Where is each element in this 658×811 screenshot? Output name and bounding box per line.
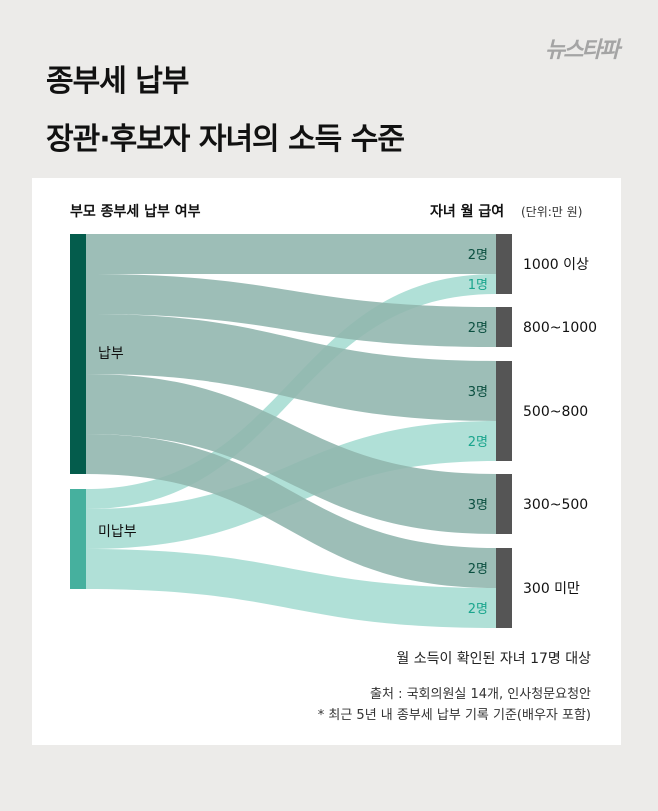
flow-4 [86, 421, 496, 549]
flow-label-7: 2명 [468, 602, 488, 617]
flow-label-0: 2명 [468, 248, 488, 263]
sankey-chart: 2명 1명 2명 3명 2명 3명 2명 2명 부모 종부세 납부 여부 자녀 월 급여 (단위:만… [70, 203, 597, 628]
target-label-1: 800~1000 [523, 320, 597, 336]
right-header: 자녀 월 급여 [430, 203, 504, 220]
flow-0 [86, 234, 496, 274]
flow-label-1: 1명 [468, 278, 488, 293]
target-label-4: 300 미만 [523, 581, 580, 597]
source-node-unpaid [70, 489, 86, 589]
target-node-1 [496, 307, 512, 347]
flow-7 [86, 549, 496, 628]
target-label-2: 500~800 [523, 404, 588, 420]
flow-label-5: 3명 [468, 498, 488, 513]
page-title-line2: 장관·후보자 자녀의 소득 수준 [46, 122, 405, 157]
source-note: 출처 : 국회의원실 14개, 인사청문요청안 [370, 687, 591, 702]
flow-label-2: 2명 [468, 321, 488, 336]
flow-label-6: 2명 [468, 562, 488, 577]
source-node-paid [70, 234, 86, 474]
source-label-unpaid: 미납부 [98, 524, 137, 540]
unit-label: (단위:만 원) [521, 205, 582, 219]
target-label-0: 1000 이상 [523, 257, 589, 273]
flows-layer [86, 234, 496, 628]
source-label-paid: 납부 [98, 346, 124, 362]
chart-card: 2명 1명 2명 3명 2명 3명 2명 2명 부모 종부세 납부 여부 자녀 월 급여 (단위:만… [32, 178, 621, 745]
nodes-layer [70, 234, 512, 628]
target-node-0 [496, 234, 512, 294]
left-header: 부모 종부세 납부 여부 [70, 203, 201, 220]
sample-note: 월 소득이 확인된 자녀 17명 대상 [396, 651, 591, 667]
target-label-3: 300~500 [523, 497, 588, 513]
flow-3 [86, 314, 496, 421]
brand-logo: 뉴스타파 [545, 38, 620, 63]
flow-label-4: 2명 [468, 435, 488, 450]
footnote: * 최근 5년 내 종부세 납부 기록 기준(배우자 포함) [317, 708, 591, 723]
page-title-line1: 종부세 납부 [46, 64, 189, 99]
labels-layer: 2명 1명 2명 3명 2명 3명 2명 2명 부모 종부세 납부 여부 자녀 월 급여 (단위:만… [70, 203, 597, 617]
target-node-3 [496, 474, 512, 534]
flow-2 [86, 274, 496, 347]
target-node-2 [496, 361, 512, 461]
flow-5 [86, 374, 496, 534]
flow-label-3: 3명 [468, 385, 488, 400]
flow-6 [86, 434, 496, 588]
target-node-4 [496, 548, 512, 628]
